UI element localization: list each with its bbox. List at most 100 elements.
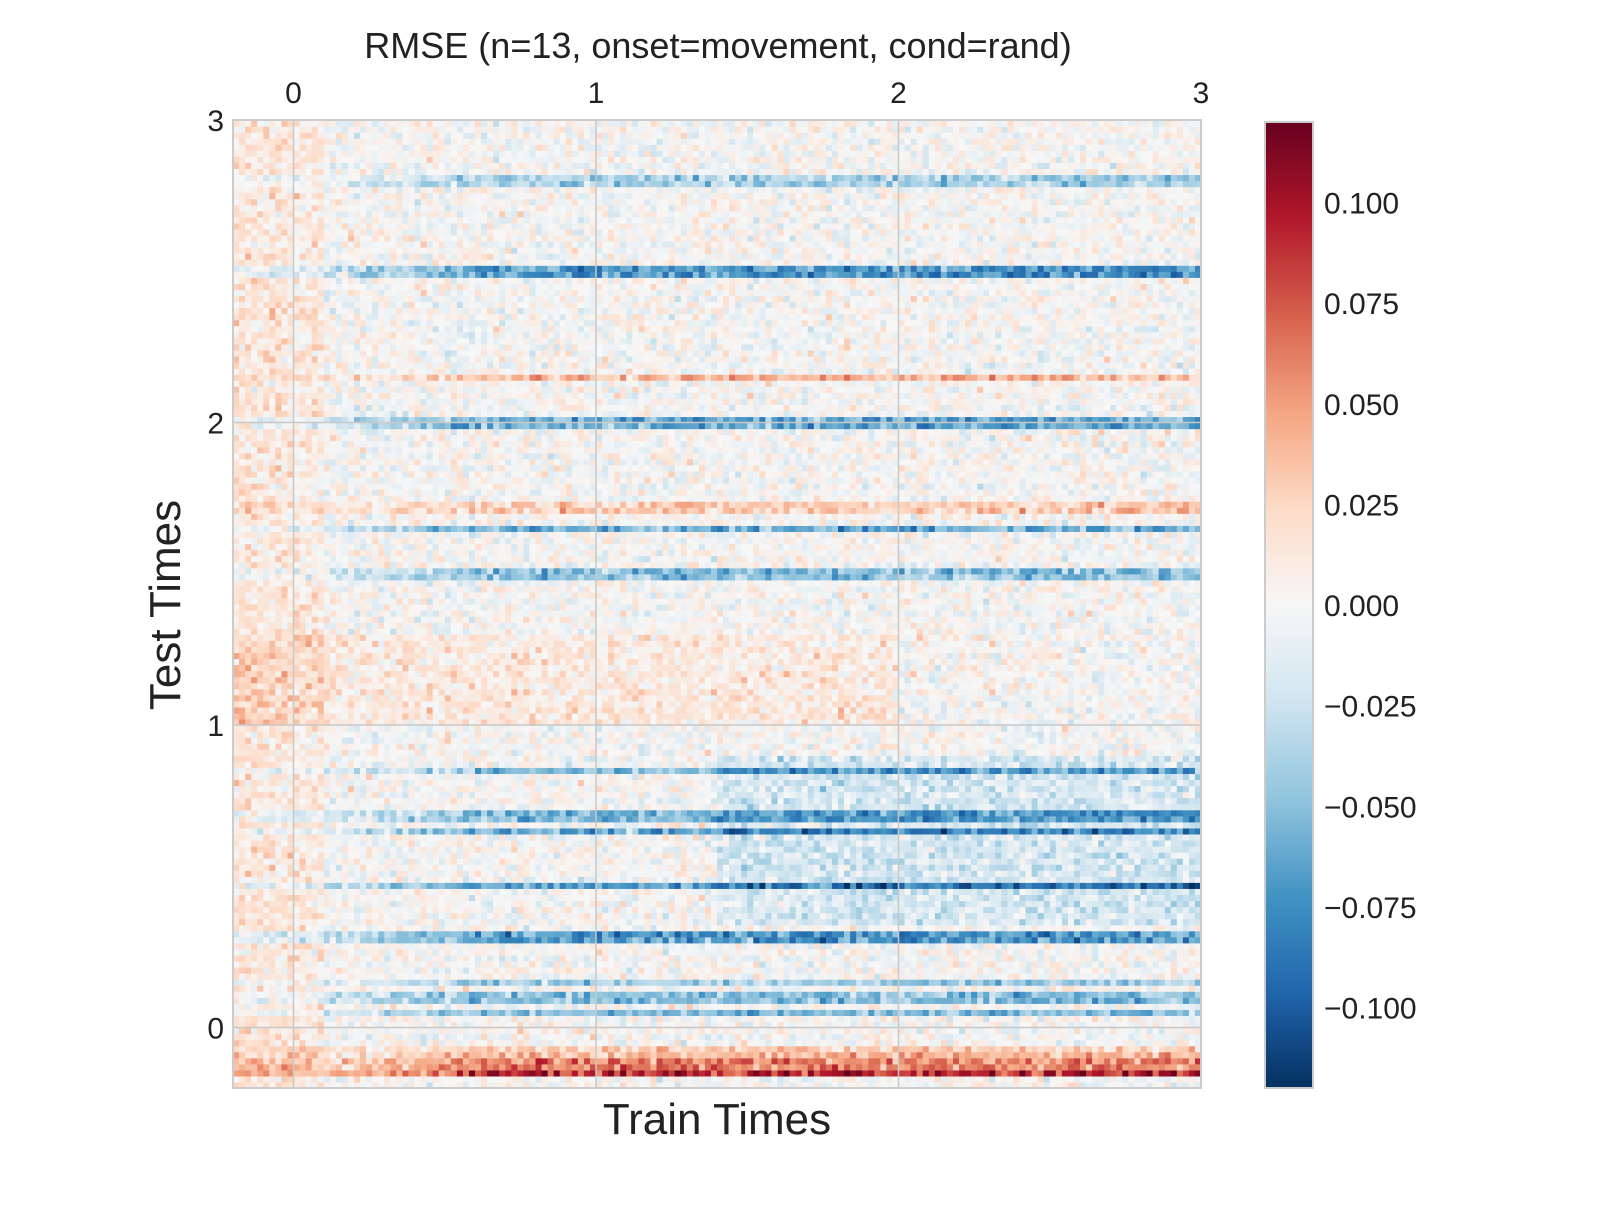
heatmap-cell	[421, 979, 428, 986]
heatmap-cell	[408, 937, 415, 944]
heatmap-cell	[771, 1003, 778, 1010]
heatmap-cell	[1013, 1064, 1020, 1071]
heatmap-cell	[300, 943, 307, 950]
heatmap-cell	[759, 1009, 766, 1016]
heatmap-cell	[1110, 1003, 1117, 1010]
heatmap-cell	[572, 985, 579, 992]
heatmap-cell	[917, 1028, 924, 1035]
heatmap-cell	[820, 1070, 827, 1077]
heatmap-cell	[995, 997, 1002, 1004]
heatmap-cell	[874, 913, 881, 920]
heatmap-cell	[1177, 1052, 1184, 1059]
heatmap-cell	[251, 1064, 258, 1071]
heatmap-cell	[959, 937, 966, 944]
heatmap-cell	[239, 967, 246, 974]
heatmap-cell	[729, 949, 736, 956]
heatmap-cell	[935, 1034, 942, 1041]
heatmap-cell	[741, 997, 748, 1004]
heatmap-cell	[1062, 1046, 1069, 1053]
heatmap-cell	[1183, 979, 1190, 986]
heatmap-cell	[378, 949, 385, 956]
heatmap-cell	[493, 1040, 500, 1047]
heatmap-cell	[505, 979, 512, 986]
heatmap-cell	[499, 1009, 506, 1016]
heatmap-cell	[523, 943, 530, 950]
heatmap-cell	[1026, 997, 1033, 1004]
heatmap-cell	[856, 1015, 863, 1022]
heatmap-cell	[808, 997, 815, 1004]
heatmap-cell	[251, 1003, 258, 1010]
heatmap-cell	[505, 900, 512, 907]
heatmap-cell	[1001, 961, 1008, 968]
heatmap-cell	[1147, 1058, 1154, 1065]
heatmap-cell	[360, 1058, 367, 1065]
heatmap-cell	[1134, 1028, 1141, 1035]
heatmap-cell	[753, 1015, 760, 1022]
heatmap-cell	[820, 961, 827, 968]
heatmap-cell	[771, 997, 778, 1004]
heatmap-cell	[971, 913, 978, 920]
heatmap-cell	[771, 949, 778, 956]
heatmap-cell	[257, 961, 264, 968]
heatmap-cell	[1147, 997, 1154, 1004]
heatmap-cell	[354, 894, 361, 901]
heatmap-cell	[245, 1064, 252, 1071]
heatmap-cell	[1044, 979, 1051, 986]
heatmap-cell	[1177, 931, 1184, 938]
heatmap-cell	[257, 937, 264, 944]
heatmap-cell	[614, 1003, 621, 1010]
heatmap-cell	[269, 1070, 276, 1077]
heatmap-cell	[1177, 949, 1184, 956]
heatmap-cell	[947, 1003, 954, 1010]
heatmap-cell	[542, 913, 549, 920]
heatmap-cell	[663, 997, 670, 1004]
heatmap-cell	[281, 1003, 288, 1010]
heatmap-cell	[493, 937, 500, 944]
heatmap-cell	[578, 1015, 585, 1022]
heatmap-cell	[826, 1052, 833, 1059]
heatmap-cell	[1007, 1058, 1014, 1065]
heatmap-cell	[917, 997, 924, 1004]
heatmap-cell	[366, 1046, 373, 1053]
heatmap-cell	[650, 979, 657, 986]
heatmap-cell	[372, 1034, 379, 1041]
heatmap-cell	[1062, 949, 1069, 956]
heatmap-cell	[481, 907, 488, 914]
heatmap-cell	[1001, 1028, 1008, 1035]
heatmap-cell	[1153, 985, 1160, 992]
heatmap-cell	[536, 997, 543, 1004]
heatmap-cell	[778, 1009, 785, 1016]
heatmap-cell	[336, 991, 343, 998]
heatmap-cell	[396, 1040, 403, 1047]
heatmap-cell	[1056, 979, 1063, 986]
heatmap-cell	[1098, 967, 1105, 974]
heatmap-cell	[705, 949, 712, 956]
heatmap-cell	[239, 1058, 246, 1065]
heatmap-cell	[953, 1028, 960, 1035]
heatmap-cell	[1020, 973, 1027, 980]
heatmap-cell	[566, 1015, 573, 1022]
heatmap-cell	[874, 967, 881, 974]
heatmap-cell	[360, 1003, 367, 1010]
heatmap-cell	[427, 1003, 434, 1010]
heatmap-cell	[348, 967, 355, 974]
heatmap-cell	[965, 943, 972, 950]
heatmap-cell	[554, 955, 561, 962]
heatmap-cell	[880, 1064, 887, 1071]
heatmap-cell	[747, 943, 754, 950]
heatmap-cell	[1086, 1058, 1093, 1065]
heatmap-cell	[977, 907, 984, 914]
heatmap-cell	[971, 907, 978, 914]
heatmap-cell	[1134, 991, 1141, 998]
heatmap-cell	[433, 937, 440, 944]
heatmap-cell	[372, 979, 379, 986]
heatmap-cell	[741, 900, 748, 907]
heatmap-cell	[832, 949, 839, 956]
heatmap-cell	[245, 1015, 252, 1022]
heatmap-cell	[1183, 961, 1190, 968]
heatmap-cell	[1080, 1003, 1087, 1010]
heatmap-cell	[1068, 1015, 1075, 1022]
heatmap-cell	[1086, 925, 1093, 932]
heatmap-cell	[487, 900, 494, 907]
heatmap-cell	[1189, 1003, 1196, 1010]
